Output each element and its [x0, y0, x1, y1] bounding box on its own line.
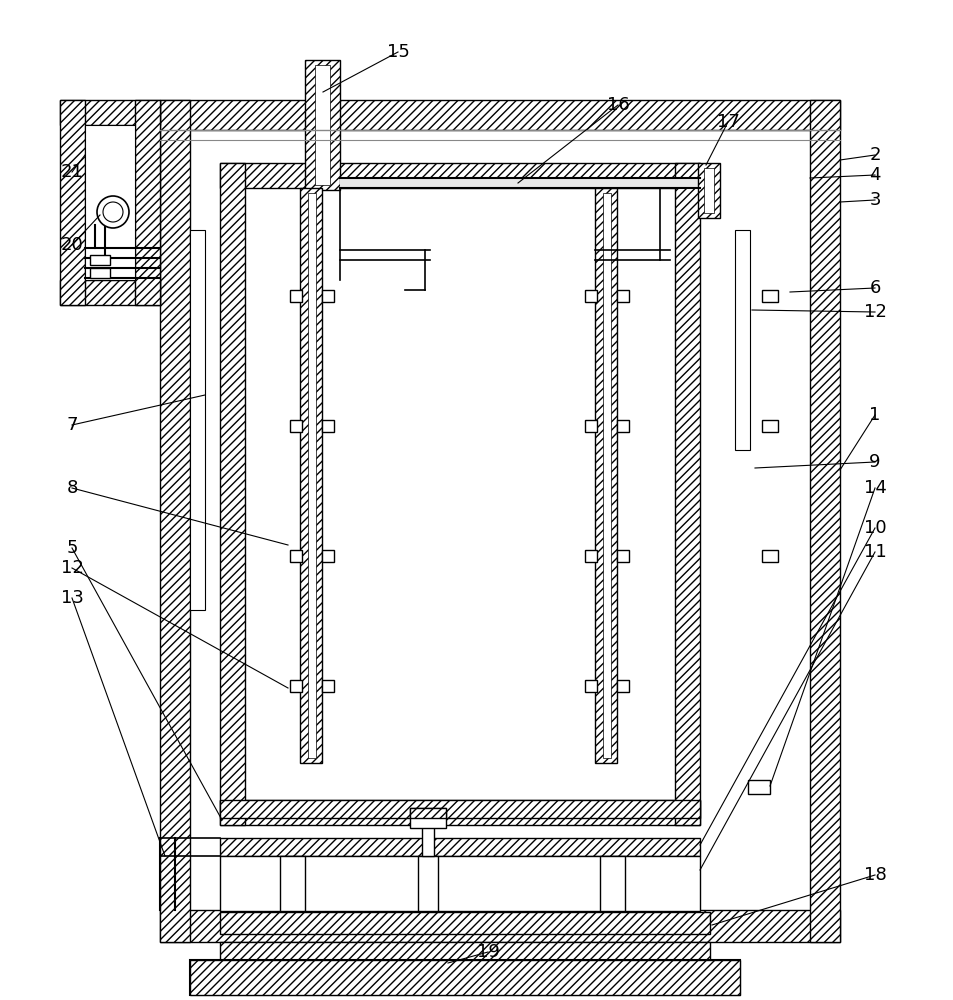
- Bar: [322, 680, 334, 692]
- Text: 3: 3: [868, 191, 880, 209]
- Bar: [584, 420, 597, 432]
- Text: 9: 9: [868, 453, 880, 471]
- Bar: [761, 420, 778, 432]
- Bar: [305, 60, 339, 190]
- Bar: [747, 780, 769, 794]
- Text: 14: 14: [862, 479, 885, 497]
- Bar: [220, 856, 700, 911]
- Bar: [190, 230, 205, 610]
- Bar: [290, 290, 302, 302]
- Bar: [60, 100, 160, 125]
- Bar: [322, 290, 334, 302]
- Text: 16: 16: [606, 96, 629, 114]
- Bar: [290, 550, 302, 562]
- Text: 8: 8: [67, 479, 77, 497]
- Bar: [584, 680, 597, 692]
- Text: 17: 17: [716, 113, 739, 131]
- Text: 19: 19: [476, 943, 499, 961]
- Bar: [135, 100, 160, 305]
- Bar: [160, 100, 190, 942]
- Bar: [190, 960, 740, 995]
- Bar: [703, 168, 713, 213]
- Bar: [290, 680, 302, 692]
- Text: 15: 15: [386, 43, 409, 61]
- Bar: [90, 255, 110, 265]
- Bar: [160, 910, 840, 942]
- Bar: [220, 800, 700, 825]
- Bar: [417, 856, 437, 911]
- Text: 13: 13: [60, 589, 83, 607]
- Bar: [299, 188, 322, 763]
- Text: 12: 12: [862, 303, 885, 321]
- Bar: [220, 800, 700, 818]
- Bar: [90, 268, 110, 278]
- Bar: [584, 290, 597, 302]
- Bar: [339, 178, 700, 188]
- Text: 20: 20: [61, 236, 83, 254]
- Bar: [617, 550, 628, 562]
- Text: 4: 4: [868, 166, 880, 184]
- Text: 2: 2: [868, 146, 880, 164]
- Bar: [160, 100, 840, 130]
- Text: 5: 5: [66, 539, 77, 557]
- Bar: [220, 838, 700, 856]
- Bar: [410, 808, 446, 828]
- Bar: [584, 550, 597, 562]
- Bar: [314, 65, 330, 185]
- Bar: [190, 130, 809, 910]
- Text: 7: 7: [66, 416, 77, 434]
- Bar: [190, 960, 740, 995]
- Text: 11: 11: [862, 543, 885, 561]
- Bar: [220, 912, 709, 934]
- Bar: [85, 125, 135, 280]
- Bar: [290, 420, 302, 432]
- Bar: [308, 193, 315, 758]
- Circle shape: [97, 196, 129, 228]
- Bar: [761, 550, 778, 562]
- Bar: [698, 163, 720, 218]
- Bar: [599, 856, 624, 911]
- Text: 10: 10: [862, 519, 885, 537]
- Bar: [617, 290, 628, 302]
- Bar: [617, 420, 628, 432]
- Bar: [220, 163, 700, 188]
- Bar: [220, 942, 709, 960]
- Text: 18: 18: [862, 866, 885, 884]
- Text: 1: 1: [868, 406, 880, 424]
- Bar: [617, 680, 628, 692]
- Bar: [602, 193, 610, 758]
- Bar: [809, 100, 840, 942]
- Bar: [734, 230, 749, 450]
- Text: 21: 21: [60, 163, 83, 181]
- Text: 6: 6: [868, 279, 880, 297]
- Bar: [595, 188, 617, 763]
- Bar: [322, 420, 334, 432]
- Bar: [220, 163, 245, 825]
- Bar: [761, 290, 778, 302]
- Bar: [280, 856, 305, 911]
- Bar: [410, 808, 446, 818]
- Bar: [421, 826, 434, 856]
- Bar: [60, 100, 85, 305]
- Bar: [245, 188, 675, 800]
- Bar: [675, 163, 700, 825]
- Text: 12: 12: [60, 559, 83, 577]
- Bar: [60, 280, 160, 305]
- Bar: [322, 550, 334, 562]
